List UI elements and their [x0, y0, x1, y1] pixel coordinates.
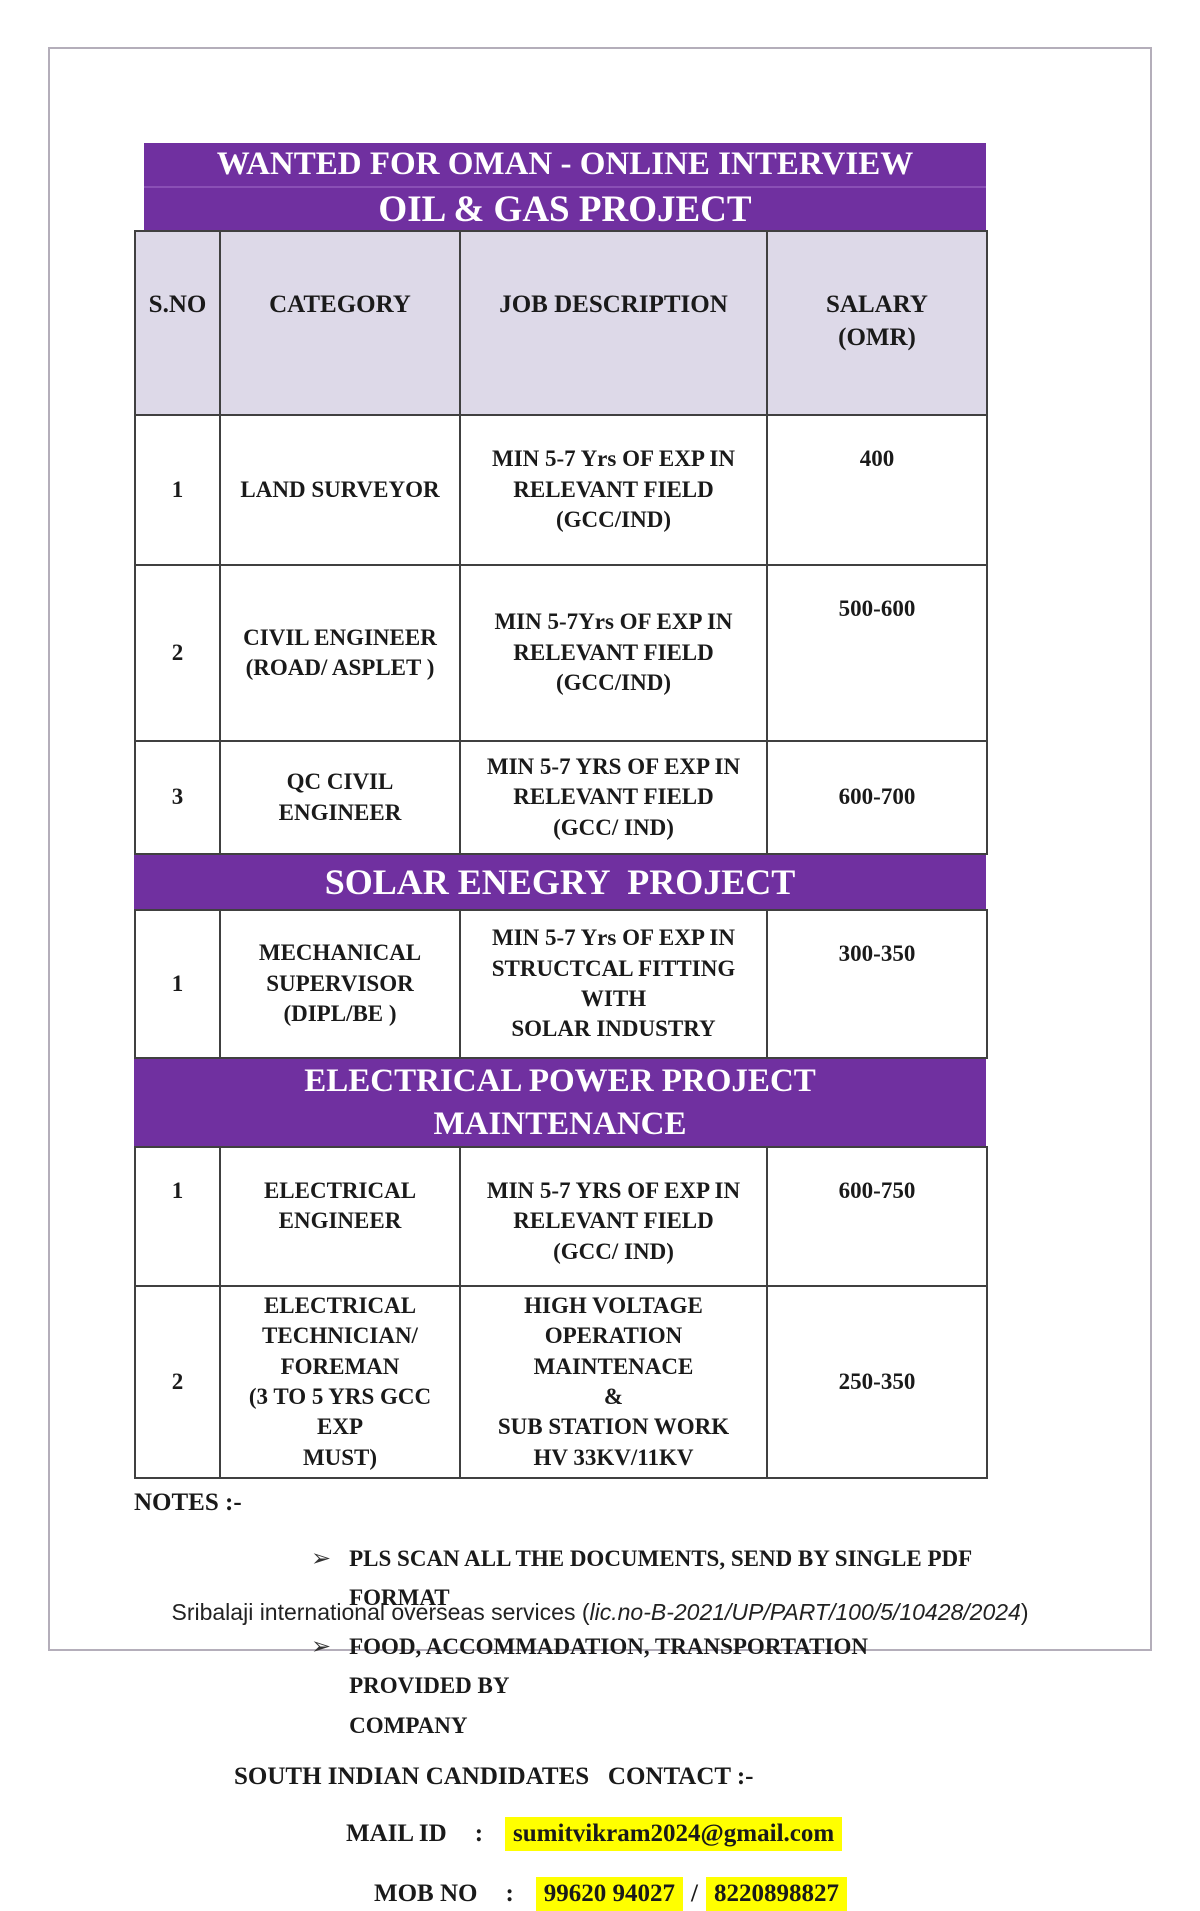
oil-gas-table: S.NO CATEGORY JOB DESCRIPTION SALARY (OM…: [134, 230, 988, 855]
cell-salary: 300-350: [766, 909, 988, 1059]
cell-category: ELECTRICAL TECHNICIAN/ FOREMAN (3 TO 5 Y…: [219, 1284, 461, 1480]
cell-sno: 2: [134, 1284, 221, 1480]
phone-number-2: 8220898827: [706, 1876, 847, 1911]
cell-job: HIGH VOLTAGE OPERATION MAINTENACE & SUB …: [459, 1284, 768, 1480]
mobile-row: MOB NO : 99620 94027 / 8220898827: [374, 1876, 986, 1911]
cell-salary: 400: [766, 414, 988, 566]
cell-sno: 1: [134, 414, 221, 566]
header-salary: SALARY (OMR): [766, 230, 988, 416]
cell-sno: 1: [134, 909, 221, 1059]
header-job-description: JOB DESCRIPTION: [459, 230, 768, 416]
note-text: FOOD, ACCOMMADATION, TRANSPORTATION PROV…: [349, 1634, 868, 1738]
cell-job: MIN 5-7 Yrs OF EXP IN STRUCTCAL FITTING …: [459, 909, 768, 1059]
oil-gas-banner: WANTED FOR OMAN - ONLINE INTERVIEW OIL &…: [144, 143, 986, 230]
cell-job: MIN 5-7 Yrs OF EXP IN RELEVANT FIELD (GC…: [459, 414, 768, 566]
cell-category: CIVIL ENGINEER (ROAD/ ASPLET ): [219, 564, 461, 742]
table-row: 1 ELECTRICAL ENGINEER MIN 5-7 YRS OF EXP…: [134, 1146, 988, 1287]
cell-job: MIN 5-7 YRS OF EXP IN RELEVANT FIELD (GC…: [459, 740, 768, 855]
solar-banner: SOLAR ENEGRY PROJECT: [134, 855, 986, 909]
notes-label: NOTES :-: [134, 1489, 242, 1517]
cell-salary: 600-750: [766, 1146, 988, 1287]
electrical-banner: ELECTRICAL POWER PROJECT MAINTENANCE: [134, 1059, 986, 1146]
table-header-row: S.NO CATEGORY JOB DESCRIPTION SALARY (OM…: [134, 230, 988, 416]
mail-label: MAIL ID: [346, 1819, 447, 1847]
phone-number-1: 99620 94027: [535, 1876, 684, 1911]
mobile-label: MOB NO: [374, 1879, 478, 1907]
electrical-banner-line2: MAINTENANCE: [433, 1106, 687, 1142]
cell-sno: 3: [134, 740, 221, 855]
table-row: 2 ELECTRICAL TECHNICIAN/ FOREMAN (3 TO 5…: [134, 1284, 988, 1480]
list-item: ➢ PLS SCAN ALL THE DOCUMENTS, SEND BY SI…: [311, 1539, 986, 1617]
document-page: WANTED FOR OMAN - ONLINE INTERVIEW OIL &…: [48, 47, 1152, 1911]
cell-salary: 600-700: [766, 740, 988, 855]
cell-job: MIN 5-7 YRS OF EXP IN RELEVANT FIELD (GC…: [459, 1146, 768, 1287]
cell-salary: 250-350: [766, 1284, 988, 1480]
footer-closing-paren: ): [1020, 1599, 1029, 1625]
cell-salary: 500-600: [766, 564, 988, 742]
notes-list: ➢ PLS SCAN ALL THE DOCUMENTS, SEND BY SI…: [311, 1539, 986, 1744]
cell-sno: 1: [134, 1146, 221, 1287]
table-row: 3 QC CIVIL ENGINEER MIN 5-7 YRS OF EXP I…: [134, 740, 988, 855]
contact-heading: SOUTH INDIAN CANDIDATES CONTACT :-: [234, 1762, 754, 1790]
mail-colon: :: [474, 1819, 484, 1847]
table-row: 1 LAND SURVEYOR MIN 5-7 Yrs OF EXP IN RE…: [134, 414, 988, 566]
cell-category: LAND SURVEYOR: [219, 414, 461, 566]
list-item: ➢ FOOD, ACCOMMADATION, TRANSPORTATION PR…: [311, 1627, 986, 1744]
footer-agency-name: Sribalaji international overseas service…: [171, 1599, 590, 1625]
table-row: 2 CIVIL ENGINEER (ROAD/ ASPLET ) MIN 5-7…: [134, 564, 988, 742]
header-category: CATEGORY: [219, 230, 461, 416]
arrow-bullet-icon: ➢: [311, 1634, 332, 1661]
table-row: 1 MECHANICAL SUPERVISOR (DIPL/BE ) MIN 5…: [134, 909, 988, 1059]
oil-banner-line2: OIL & GAS PROJECT: [144, 186, 986, 230]
footer-license-number: lic.no-B-2021/UP/PART/100/5/10428/2024: [589, 1599, 1021, 1625]
phone-separator: /: [691, 1879, 698, 1907]
cell-category: QC CIVIL ENGINEER: [219, 740, 461, 855]
email-value: sumitvikram2024@gmail.com: [505, 1816, 843, 1851]
electrical-table: 1 ELECTRICAL ENGINEER MIN 5-7 YRS OF EXP…: [134, 1146, 988, 1480]
note-text: PLS SCAN ALL THE DOCUMENTS, SEND BY SING…: [349, 1546, 978, 1611]
mail-row: MAIL ID : sumitvikram2024@gmail.com: [346, 1816, 986, 1851]
cell-sno: 2: [134, 564, 221, 742]
solar-banner-line: SOLAR ENEGRY PROJECT: [324, 862, 796, 902]
oil-banner-line1: WANTED FOR OMAN - ONLINE INTERVIEW: [216, 146, 914, 182]
arrow-bullet-icon: ➢: [311, 1546, 332, 1573]
electrical-banner-line1: ELECTRICAL POWER PROJECT: [304, 1062, 816, 1099]
cell-category: ELECTRICAL ENGINEER: [219, 1146, 461, 1287]
footer-agency-line: Sribalaji international overseas service…: [50, 1599, 1150, 1626]
cell-category: MECHANICAL SUPERVISOR (DIPL/BE ): [219, 909, 461, 1059]
document-content: WANTED FOR OMAN - ONLINE INTERVIEW OIL &…: [134, 143, 988, 1911]
solar-table: 1 MECHANICAL SUPERVISOR (DIPL/BE ) MIN 5…: [134, 909, 988, 1059]
header-sno: S.NO: [134, 230, 221, 416]
cell-job: MIN 5-7Yrs OF EXP IN RELEVANT FIELD (GCC…: [459, 564, 768, 742]
mobile-colon: :: [505, 1879, 514, 1907]
